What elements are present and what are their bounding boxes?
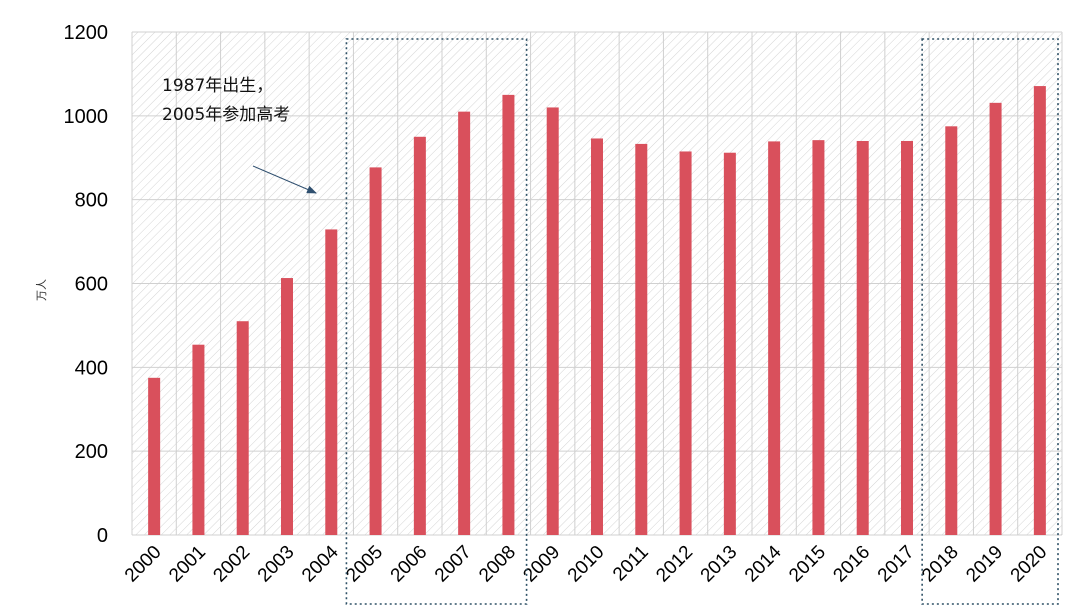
x-tick-label: 2010 bbox=[564, 542, 609, 587]
x-tick-label: 2019 bbox=[962, 542, 1007, 587]
x-tick-label: 2007 bbox=[431, 542, 476, 587]
bar bbox=[325, 229, 338, 536]
x-tick-label: 2017 bbox=[874, 542, 919, 587]
bar bbox=[812, 140, 825, 535]
bar bbox=[635, 143, 648, 536]
x-tick-label: 2014 bbox=[741, 541, 786, 586]
bar bbox=[679, 151, 692, 535]
bar bbox=[148, 377, 161, 535]
bar bbox=[989, 102, 1002, 535]
x-tick-label: 2001 bbox=[165, 542, 210, 587]
bar bbox=[723, 152, 736, 535]
annotation-line-2: 2005年参加高考 bbox=[162, 105, 290, 125]
bar-series bbox=[148, 86, 1046, 536]
bar bbox=[369, 167, 382, 535]
bar bbox=[546, 107, 559, 535]
bar bbox=[281, 278, 293, 535]
bar bbox=[192, 344, 205, 535]
y-axis-tick-labels: 0 200 400 600 800 1000 1200 bbox=[64, 22, 109, 547]
y-tick-label: 800 bbox=[75, 190, 108, 212]
highlight-boxes bbox=[345, 38, 1059, 605]
x-tick-label: 2004 bbox=[298, 541, 343, 586]
bar bbox=[502, 94, 515, 535]
bar bbox=[413, 136, 426, 535]
y-tick-label: 400 bbox=[75, 357, 108, 379]
annotation-line-1: 1987年出生， bbox=[162, 76, 273, 96]
x-tick-label: 2015 bbox=[785, 542, 830, 587]
x-axis-tick-labels: 2000 2001 2002 2003 2004 2005 2006 2007 2008 2009… bbox=[121, 541, 1051, 586]
y-tick-label: 1000 bbox=[64, 106, 109, 128]
x-tick-label: 2003 bbox=[254, 542, 299, 587]
x-tick-label: 2016 bbox=[830, 542, 875, 587]
x-tick-label: 2006 bbox=[387, 542, 432, 587]
vertical-gridlines bbox=[131, 32, 1063, 535]
bar bbox=[591, 138, 603, 536]
bar bbox=[236, 321, 249, 535]
highlight-box bbox=[345, 38, 528, 605]
bar bbox=[901, 140, 913, 535]
x-tick-label: 2011 bbox=[609, 542, 653, 586]
y-tick-label: 0 bbox=[97, 525, 108, 547]
annotation: 1987年出生， 2005年参加高考 bbox=[162, 76, 317, 194]
annotation-arrow bbox=[252, 165, 317, 194]
y-tick-label: 200 bbox=[75, 441, 108, 463]
x-tick-label: 2020 bbox=[1007, 542, 1052, 587]
x-tick-label: 2018 bbox=[918, 542, 963, 587]
bar bbox=[768, 141, 781, 535]
x-tick-label: 2013 bbox=[697, 542, 742, 587]
x-tick-label: 2000 bbox=[121, 542, 166, 587]
y-tick-label: 600 bbox=[75, 274, 108, 296]
x-tick-label: 2008 bbox=[475, 542, 520, 587]
y-axis-label: 万人 bbox=[35, 279, 48, 301]
bar bbox=[856, 140, 869, 535]
x-tick-label: 2012 bbox=[652, 542, 697, 587]
x-tick-label: 2002 bbox=[210, 542, 255, 587]
bar bbox=[945, 126, 958, 535]
y-tick-label: 1200 bbox=[64, 22, 109, 44]
bar bbox=[1033, 86, 1046, 535]
bar bbox=[458, 111, 471, 536]
x-tick-label: 2005 bbox=[342, 542, 387, 587]
